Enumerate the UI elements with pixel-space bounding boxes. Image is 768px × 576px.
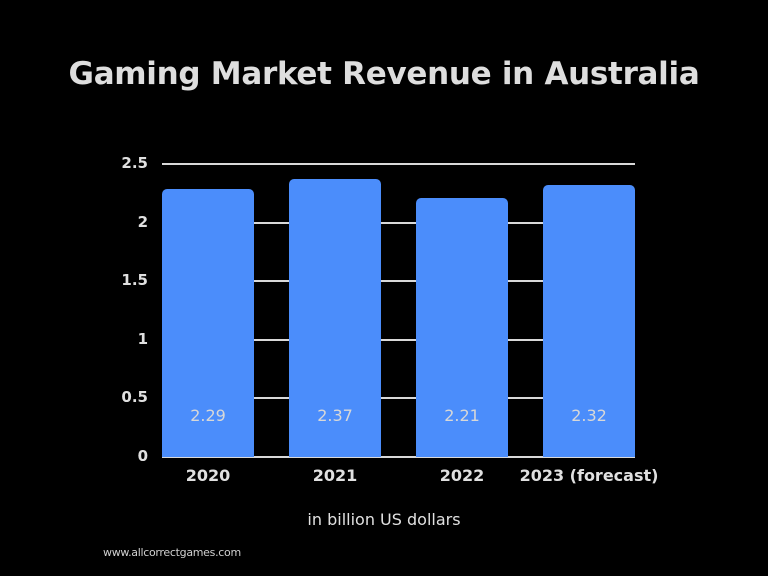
gridline (162, 280, 635, 283)
y-tick-label: 1.5 (121, 271, 148, 290)
bar-value-label: 2.21 (444, 406, 480, 425)
bar-value-label: 2.32 (571, 406, 607, 425)
bar-value-label: 2.29 (190, 406, 226, 425)
bar-value-label: 2.37 (317, 406, 353, 425)
bar-2023: 2.32 (543, 185, 635, 457)
y-tick-label: 2 (137, 212, 148, 231)
bar-2022: 2.21 (416, 198, 508, 457)
chart-title: Gaming Market Revenue in Australia (68, 56, 700, 92)
gridline (162, 221, 635, 224)
x-axis-label: in billion US dollars (307, 510, 461, 529)
y-tick-label: 2.5 (121, 154, 148, 172)
bar-2021: 2.37 (289, 179, 381, 457)
x-tick-label: 2023 (forecast) (519, 466, 659, 485)
source-credit: www.allcorrectgames.com (103, 546, 241, 559)
x-tick-label: 2021 (312, 466, 358, 485)
gridline (162, 338, 635, 341)
x-tick-label: 2022 (439, 466, 485, 485)
y-tick-label: 1 (137, 329, 148, 348)
gridline (162, 163, 635, 165)
bar-2020: 2.29 (162, 188, 254, 457)
y-tick-label: 0 (137, 447, 148, 465)
gridline (162, 456, 635, 458)
x-tick-label: 2020 (185, 466, 231, 485)
y-tick-label: 0.5 (121, 388, 148, 407)
gridline (162, 397, 635, 400)
plot-area: 2.29 2.37 2.21 2.32 (162, 163, 635, 458)
